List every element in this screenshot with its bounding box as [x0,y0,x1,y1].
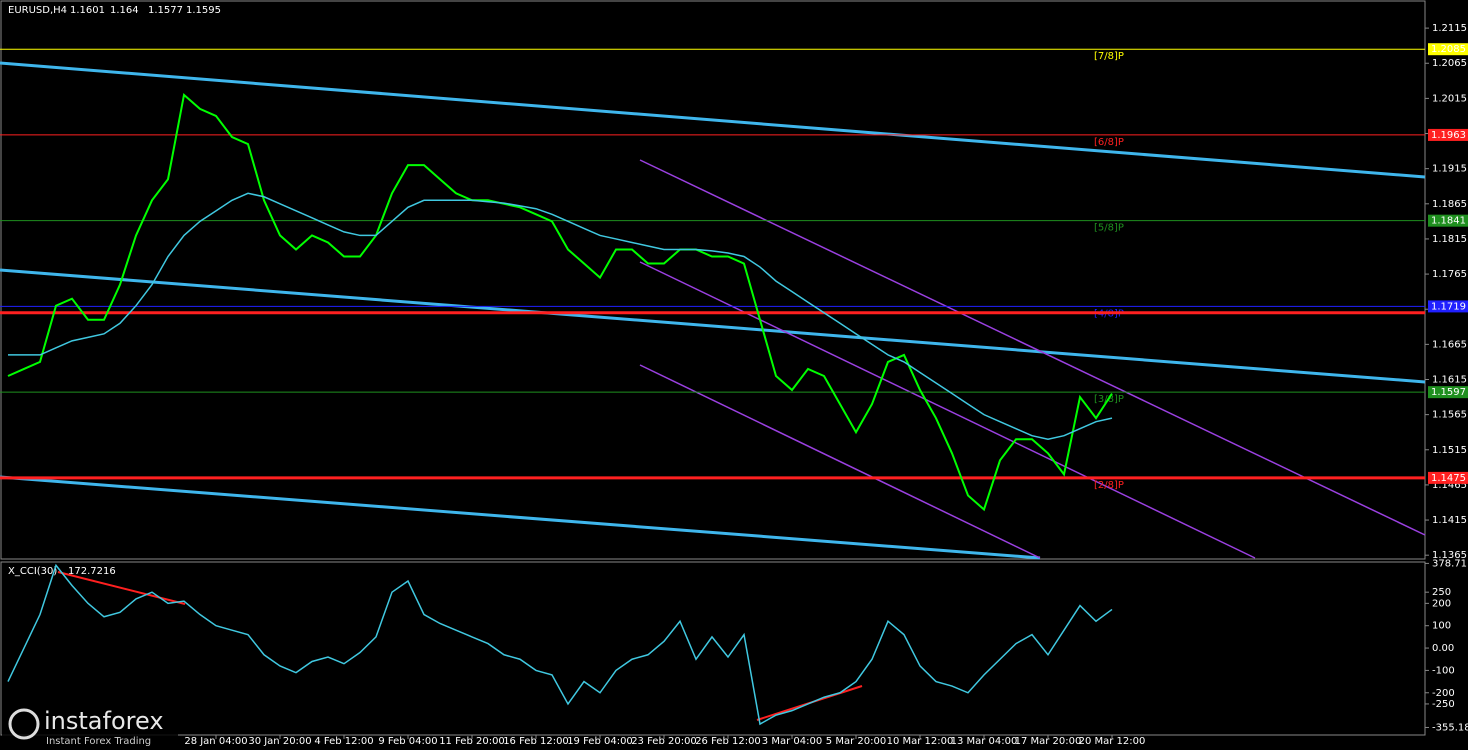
x-tick-label: 5 Mar 20:00 [826,736,886,747]
price-box-label: 1.1841 [1431,216,1466,227]
y-tick-label: 1.1465 [1432,480,1467,491]
x-tick-label: 20 Mar 12:00 [1079,736,1146,747]
ohlc-open: 1.1601 [70,5,105,16]
price-box [1428,43,1468,56]
y-tick-label: 1.1415 [1432,515,1467,526]
price-box-label: 1.2085 [1431,44,1466,55]
y-tick-label: 1.1765 [1432,269,1467,280]
x-tick-label: 28 Jan 04:00 [184,736,247,747]
y-tick-label: 1.2115 [1432,23,1467,34]
series-line [7,92,1113,512]
series-line [8,192,1113,440]
y-tick-label: 1.1615 [1432,374,1467,385]
level-label: [2/8]P [1094,480,1124,491]
price-box-label: 1.1719 [1431,301,1466,312]
price-box [1428,214,1468,227]
logo-tagline: Instant Forex Trading [46,736,151,747]
y-tick-label: 1.1865 [1432,199,1467,210]
logo-icon [8,708,40,740]
y-tick-label: -355.189 [1432,722,1468,733]
symbol: EURUSD,H4 [8,5,67,16]
channels [0,61,1426,560]
y-tick-label: 1.1515 [1432,445,1467,456]
price-box [1428,471,1468,484]
y-tick-label: 200 [1432,598,1451,609]
x-tick-label: 10 Mar 12:00 [887,736,954,747]
x-tick-label: 4 Feb 12:00 [314,736,373,747]
x-tick-label: 16 Feb 12:00 [503,736,569,747]
price-box-label: 1.1597 [1431,387,1466,398]
y-tick-label: 378.7116 [1432,558,1468,569]
x-tick-label: 13 Mar 04:00 [951,736,1018,747]
y-tick-label: 250 [1432,587,1451,598]
x-tick-label: 17 Mar 20:00 [1015,736,1082,747]
series-line [7,563,1113,726]
level-label: [6/8]P [1094,137,1124,148]
y-tick-label: -200 [1432,688,1455,699]
y-tick-label: 1.2015 [1432,93,1467,104]
y-tick-label: 1.1815 [1432,234,1467,245]
channel-line [0,475,1041,560]
channel-line [0,268,1426,384]
y-tick-label: 1.2065 [1432,58,1467,69]
x-tick-label: 3 Mar 04:00 [762,736,822,747]
price-box-label: 1.1475 [1431,473,1466,484]
indicator-value: 172.7216 [68,566,116,577]
price-box-label: 1.1963 [1431,130,1466,141]
logo-name: instaforex [44,707,164,735]
x-tick-label: 30 Jan 20:00 [248,736,311,747]
y-tick-label: 1.1665 [1432,339,1467,350]
level-label: [5/8]P [1094,223,1124,234]
y-tick-label: 1.1365 [1432,550,1467,561]
channel-line [0,61,1426,179]
channel-line [639,364,1041,559]
price-box [1428,386,1468,399]
x-tick-label: 9 Feb 04:00 [378,736,437,747]
price-box [1428,300,1468,313]
channel-line [639,159,1426,536]
y-tick-label: -100 [1432,665,1455,676]
logo: instaforex Instant Forex Trading [2,706,178,748]
y-tick-label: -250 [1432,699,1455,710]
y-tick-label: 1.1915 [1432,164,1467,175]
level-label: [7/8]P [1094,51,1124,62]
ohlc-low: 1.1577 [148,5,183,16]
indicator-name: X_CCI(30) [8,566,57,577]
x-tick-label: 19 Feb 04:00 [567,736,633,747]
ohlc-high: 1.164 [110,5,139,16]
y-tick-label: 100 [1432,621,1451,632]
y-tick-label: 1.1565 [1432,410,1467,421]
x-tick-label: 26 Feb 12:00 [695,736,761,747]
x-tick-label: 23 Feb 20:00 [631,736,697,747]
price-panel-border [0,0,1426,560]
x-tick-label: 11 Feb 20:00 [439,736,505,747]
y-tick-label: 0.00 [1432,643,1454,654]
price-box [1428,128,1468,141]
divergence-line [57,571,186,605]
ohlc-close: 1.1595 [186,5,221,16]
